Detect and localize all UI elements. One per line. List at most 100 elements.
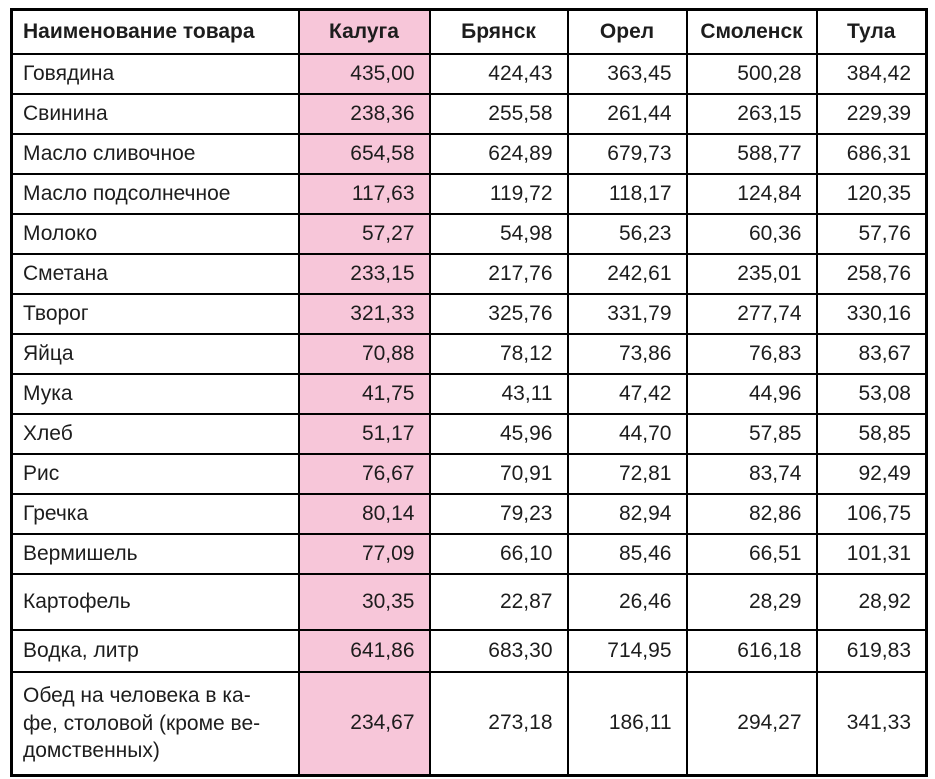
table-row: Обед на человека в ка- фе, столовой (кро… — [10, 670, 928, 777]
product-name: Свинина — [10, 92, 300, 135]
table-row: Мука 41,75 43,11 47,42 44,96 53,08 — [10, 372, 928, 415]
price-kaluga: 30,35 — [297, 572, 431, 631]
price-bryansk: 45,96 — [428, 412, 569, 455]
price-orel: 242,61 — [566, 252, 688, 295]
price-smolensk: 83,74 — [685, 452, 818, 495]
price-smolensk: 588,77 — [685, 132, 818, 175]
price-smolensk: 616,18 — [685, 628, 818, 673]
price-smolensk: 124,84 — [685, 172, 818, 215]
price-orel: 73,86 — [566, 332, 688, 375]
price-smolensk: 277,74 — [685, 292, 818, 335]
price-smolensk: 82,86 — [685, 492, 818, 535]
price-orel: 186,11 — [566, 670, 688, 777]
price-bryansk: 683,30 — [428, 628, 569, 673]
price-tula: 341,33 — [815, 670, 928, 777]
table-row: Молоко 57,27 54,98 56,23 60,36 57,76 — [10, 212, 928, 255]
price-smolensk: 57,85 — [685, 412, 818, 455]
price-orel: 331,79 — [566, 292, 688, 335]
price-kaluga: 238,36 — [297, 92, 431, 135]
product-name: Гречка — [10, 492, 300, 535]
product-name: Масло сливочное — [10, 132, 300, 175]
price-bryansk: 273,18 — [428, 670, 569, 777]
price-bryansk: 217,76 — [428, 252, 569, 295]
price-orel: 714,95 — [566, 628, 688, 673]
price-kaluga: 233,15 — [297, 252, 431, 295]
price-orel: 56,23 — [566, 212, 688, 255]
product-name: Картофель — [10, 572, 300, 631]
header-row: Наименование товара Калуга Брянск Орел С… — [10, 8, 928, 55]
product-name: Хлеб — [10, 412, 300, 455]
price-kaluga: 234,67 — [297, 670, 431, 777]
price-smolensk: 66,51 — [685, 532, 818, 575]
price-kaluga: 41,75 — [297, 372, 431, 415]
price-tula: 57,76 — [815, 212, 928, 255]
price-tula: 92,49 — [815, 452, 928, 495]
price-smolensk: 28,29 — [685, 572, 818, 631]
table-row: Водка, литр 641,86 683,30 714,95 616,18 619,8… — [10, 628, 928, 673]
price-smolensk: 60,36 — [685, 212, 818, 255]
price-orel: 85,46 — [566, 532, 688, 575]
price-kaluga: 321,33 — [297, 292, 431, 335]
table-body: Говядина 435,00 424,43 363,45 500,28 384,42 Св… — [10, 52, 928, 777]
price-orel: 72,81 — [566, 452, 688, 495]
column-header-orel: Орел — [566, 8, 688, 55]
price-tula: 106,75 — [815, 492, 928, 535]
price-bryansk: 70,91 — [428, 452, 569, 495]
price-tula: 330,16 — [815, 292, 928, 335]
price-orel: 261,44 — [566, 92, 688, 135]
price-kaluga: 641,86 — [297, 628, 431, 673]
price-orel: 679,73 — [566, 132, 688, 175]
table-row: Свинина 238,36 255,58 261,44 263,15 229,39 — [10, 92, 928, 135]
price-bryansk: 22,87 — [428, 572, 569, 631]
product-name: Обед на человека в ка- фе, столовой (кро… — [10, 670, 300, 777]
price-bryansk: 54,98 — [428, 212, 569, 255]
product-name: Молоко — [10, 212, 300, 255]
price-bryansk: 78,12 — [428, 332, 569, 375]
price-tula: 619,83 — [815, 628, 928, 673]
column-header-tula: Тула — [815, 8, 928, 55]
price-orel: 118,17 — [566, 172, 688, 215]
price-smolensk: 44,96 — [685, 372, 818, 415]
price-bryansk: 255,58 — [428, 92, 569, 135]
price-orel: 363,45 — [566, 52, 688, 95]
price-kaluga: 117,63 — [297, 172, 431, 215]
price-smolensk: 294,27 — [685, 670, 818, 777]
price-bryansk: 119,72 — [428, 172, 569, 215]
product-name: Яйца — [10, 332, 300, 375]
price-orel: 82,94 — [566, 492, 688, 535]
price-tula: 101,31 — [815, 532, 928, 575]
table-row: Творог 321,33 325,76 331,79 277,74 330,16 — [10, 292, 928, 335]
price-kaluga: 435,00 — [297, 52, 431, 95]
price-smolensk: 263,15 — [685, 92, 818, 135]
table-row: Говядина 435,00 424,43 363,45 500,28 384,42 — [10, 52, 928, 95]
table-row: Сметана 233,15 217,76 242,61 235,01 258,76 — [10, 252, 928, 295]
table-row: Масло подсолнечное 117,63 119,72 118,17 124,… — [10, 172, 928, 215]
price-orel: 44,70 — [566, 412, 688, 455]
price-smolensk: 76,83 — [685, 332, 818, 375]
column-header-kaluga: Калуга — [297, 8, 431, 55]
product-name: Масло подсолнечное — [10, 172, 300, 215]
price-tula: 686,31 — [815, 132, 928, 175]
column-header-smolensk: Смоленск — [685, 8, 818, 55]
table-row: Яйца 70,88 78,12 73,86 76,83 83,67 — [10, 332, 928, 375]
product-name: Водка, литр — [10, 628, 300, 673]
price-tula: 53,08 — [815, 372, 928, 415]
table-row: Хлеб 51,17 45,96 44,70 57,85 58,85 — [10, 412, 928, 455]
price-tula: 83,67 — [815, 332, 928, 375]
table-row: Гречка 80,14 79,23 82,94 82,86 106,75 — [10, 492, 928, 535]
product-name: Говядина — [10, 52, 300, 95]
price-kaluga: 80,14 — [297, 492, 431, 535]
price-tula: 120,35 — [815, 172, 928, 215]
table-row: Масло сливочное 654,58 624,89 679,73 588,77 6… — [10, 132, 928, 175]
price-orel: 47,42 — [566, 372, 688, 415]
price-bryansk: 624,89 — [428, 132, 569, 175]
price-bryansk: 43,11 — [428, 372, 569, 415]
price-tula: 229,39 — [815, 92, 928, 135]
price-kaluga: 654,58 — [297, 132, 431, 175]
price-smolensk: 235,01 — [685, 252, 818, 295]
price-kaluga: 51,17 — [297, 412, 431, 455]
price-tula: 58,85 — [815, 412, 928, 455]
price-tula: 384,42 — [815, 52, 928, 95]
column-header-product: Наименование товара — [10, 8, 300, 55]
